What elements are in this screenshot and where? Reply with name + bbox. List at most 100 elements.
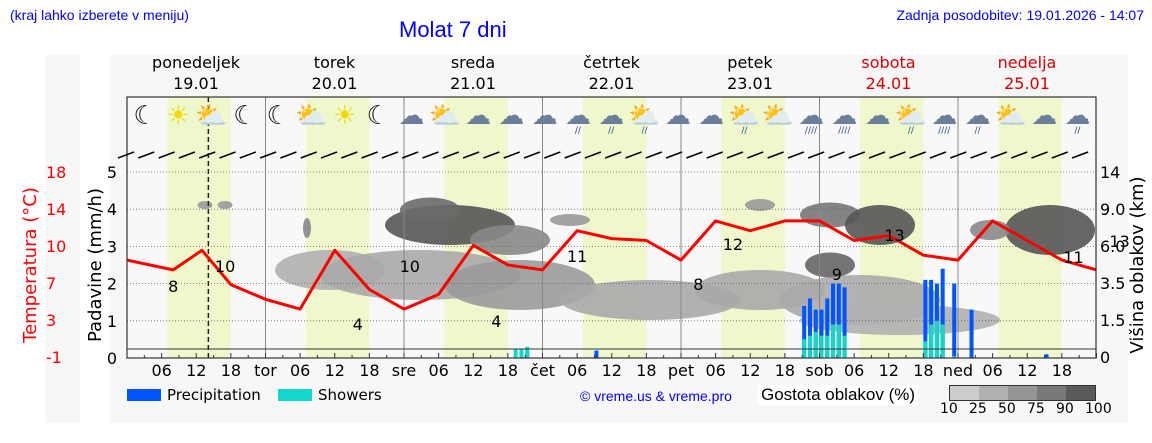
day-date: 23.01 (727, 74, 773, 93)
svg-text:6.0: 6.0 (1100, 237, 1125, 256)
density-10 (950, 386, 979, 400)
cloud-density-label: Gostota oblakov (%) (758, 385, 919, 405)
svg-text:-1: -1 (46, 348, 62, 367)
day-header-5: sobota 24.01 (820, 52, 958, 94)
svg-text:0: 0 (1100, 348, 1110, 367)
svg-text:7: 7 (46, 274, 56, 293)
moon-cloud-drizzle-icon: ☁ (965, 101, 991, 131)
precipitation-swatch (127, 389, 161, 401)
svg-text:18: 18 (636, 361, 656, 380)
cloud-density-scale (949, 385, 1096, 401)
svg-text:13: 13 (884, 226, 904, 245)
density-tick: 100 (1085, 401, 1112, 417)
svg-text:////: //// (938, 126, 951, 136)
svg-text:12: 12 (879, 361, 899, 380)
cloud-rain-icon: ☁ (798, 101, 824, 131)
moon-cloud-icon: ☁ (398, 101, 424, 131)
svg-text://: // (908, 126, 915, 136)
svg-text://: // (641, 126, 648, 136)
cloud-rain-icon: ☁ (831, 101, 857, 131)
day-name: nedelja (997, 53, 1057, 72)
svg-text:14: 14 (46, 200, 66, 219)
svg-text:18: 18 (775, 361, 795, 380)
showers-legend-label: Showers (318, 386, 382, 404)
day-name: sreda (450, 53, 496, 72)
sun-cloud-icon: ⛅ (762, 101, 794, 131)
day-date: 19.01 (173, 74, 219, 93)
svg-text:12: 12 (740, 361, 760, 380)
day-header-1: torek 20.01 (266, 52, 404, 94)
sun-cloud-drizzle-icon: ⛅ (728, 101, 760, 131)
svg-text:12: 12 (723, 235, 743, 254)
svg-text:18: 18 (913, 361, 933, 380)
sun-cloud-icon: ⛅ (995, 101, 1027, 131)
day-date: 22.01 (588, 74, 635, 93)
density-tick: 10 (940, 401, 958, 417)
svg-text:12: 12 (186, 361, 206, 380)
svg-text:9.0: 9.0 (1100, 200, 1125, 219)
density-90 (1066, 386, 1095, 400)
temperature-axis-title: Temperatura (°C) (20, 187, 41, 344)
svg-text:////: //// (838, 126, 851, 136)
svg-text:9: 9 (832, 265, 842, 284)
day-date: 25.01 (1004, 74, 1050, 93)
density-75 (1037, 386, 1066, 400)
svg-text:3.5: 3.5 (1100, 274, 1125, 293)
svg-text://: // (974, 126, 981, 136)
svg-text:11: 11 (1063, 248, 1083, 267)
day-date: 24.01 (865, 74, 912, 93)
svg-text:12: 12 (602, 361, 622, 380)
svg-text:18: 18 (1052, 361, 1072, 380)
svg-text:8: 8 (693, 275, 703, 294)
svg-text:14: 14 (1100, 163, 1120, 182)
page-title: Molat 7 dni (399, 17, 507, 42)
density-tick: 25 (969, 401, 987, 417)
sun-cloud-drizzle-icon: ⛅ (628, 101, 660, 131)
day-name: ponedeljek (152, 53, 240, 72)
svg-text:5: 5 (107, 163, 117, 182)
svg-text:2: 2 (107, 275, 117, 294)
moon-icon: ☾ (366, 101, 389, 131)
cloud-drizzle-icon: ☁ (565, 101, 591, 131)
svg-text:13: 13 (1109, 232, 1129, 251)
svg-text:0: 0 (107, 349, 117, 368)
day-header-2: sreda 21.01 (404, 52, 542, 94)
svg-text:sob: sob (805, 361, 833, 380)
density-tick: 50 (998, 401, 1016, 417)
svg-text:3: 3 (46, 311, 56, 330)
cloud-icon: ☁ (1031, 101, 1057, 131)
svg-text:10: 10 (215, 257, 235, 276)
copyright-link[interactable]: © vreme.us & vreme.pro (580, 388, 732, 404)
svg-text:12: 12 (325, 361, 345, 380)
moon-cloud-icon: ☁ (665, 101, 691, 131)
svg-text:tor: tor (254, 361, 277, 380)
day-name: torek (313, 53, 356, 72)
svg-text://: // (741, 126, 748, 136)
sun-cloud-icon: ⛅ (429, 101, 461, 131)
location-hint: (kraj lahko izberete v meniju) (10, 7, 189, 23)
svg-text:3: 3 (107, 237, 117, 256)
svg-text:1.5: 1.5 (1100, 311, 1125, 330)
moon-cloud-icon: ☁ (698, 101, 724, 131)
last-updated: Zadnja posodobitev: 19.01.2026 - 14:07 (896, 7, 1144, 23)
svg-text:čet: čet (530, 361, 555, 380)
day-header-6: nedelja 25.01 (958, 52, 1096, 94)
day-name: četrtek (583, 53, 640, 72)
svg-text://: // (608, 126, 615, 136)
cloud-icon: ☁ (865, 101, 891, 131)
svg-text://: // (1074, 126, 1081, 136)
moon-icon: ☾ (267, 101, 290, 131)
svg-text:8: 8 (168, 277, 178, 296)
svg-text:4: 4 (491, 312, 501, 331)
svg-text:ned: ned (943, 361, 973, 380)
svg-text:06: 06 (428, 361, 448, 380)
svg-text:06: 06 (844, 361, 864, 380)
sun-cloud-icon: ⛅ (195, 101, 227, 131)
sun-icon: ☀ (167, 101, 190, 131)
svg-text:06: 06 (290, 361, 310, 380)
svg-text:sre: sre (392, 361, 416, 380)
svg-text:10: 10 (46, 237, 66, 256)
sun-cloud-drizzle-icon: ⛅ (895, 101, 927, 131)
day-date: 21.01 (450, 74, 496, 93)
